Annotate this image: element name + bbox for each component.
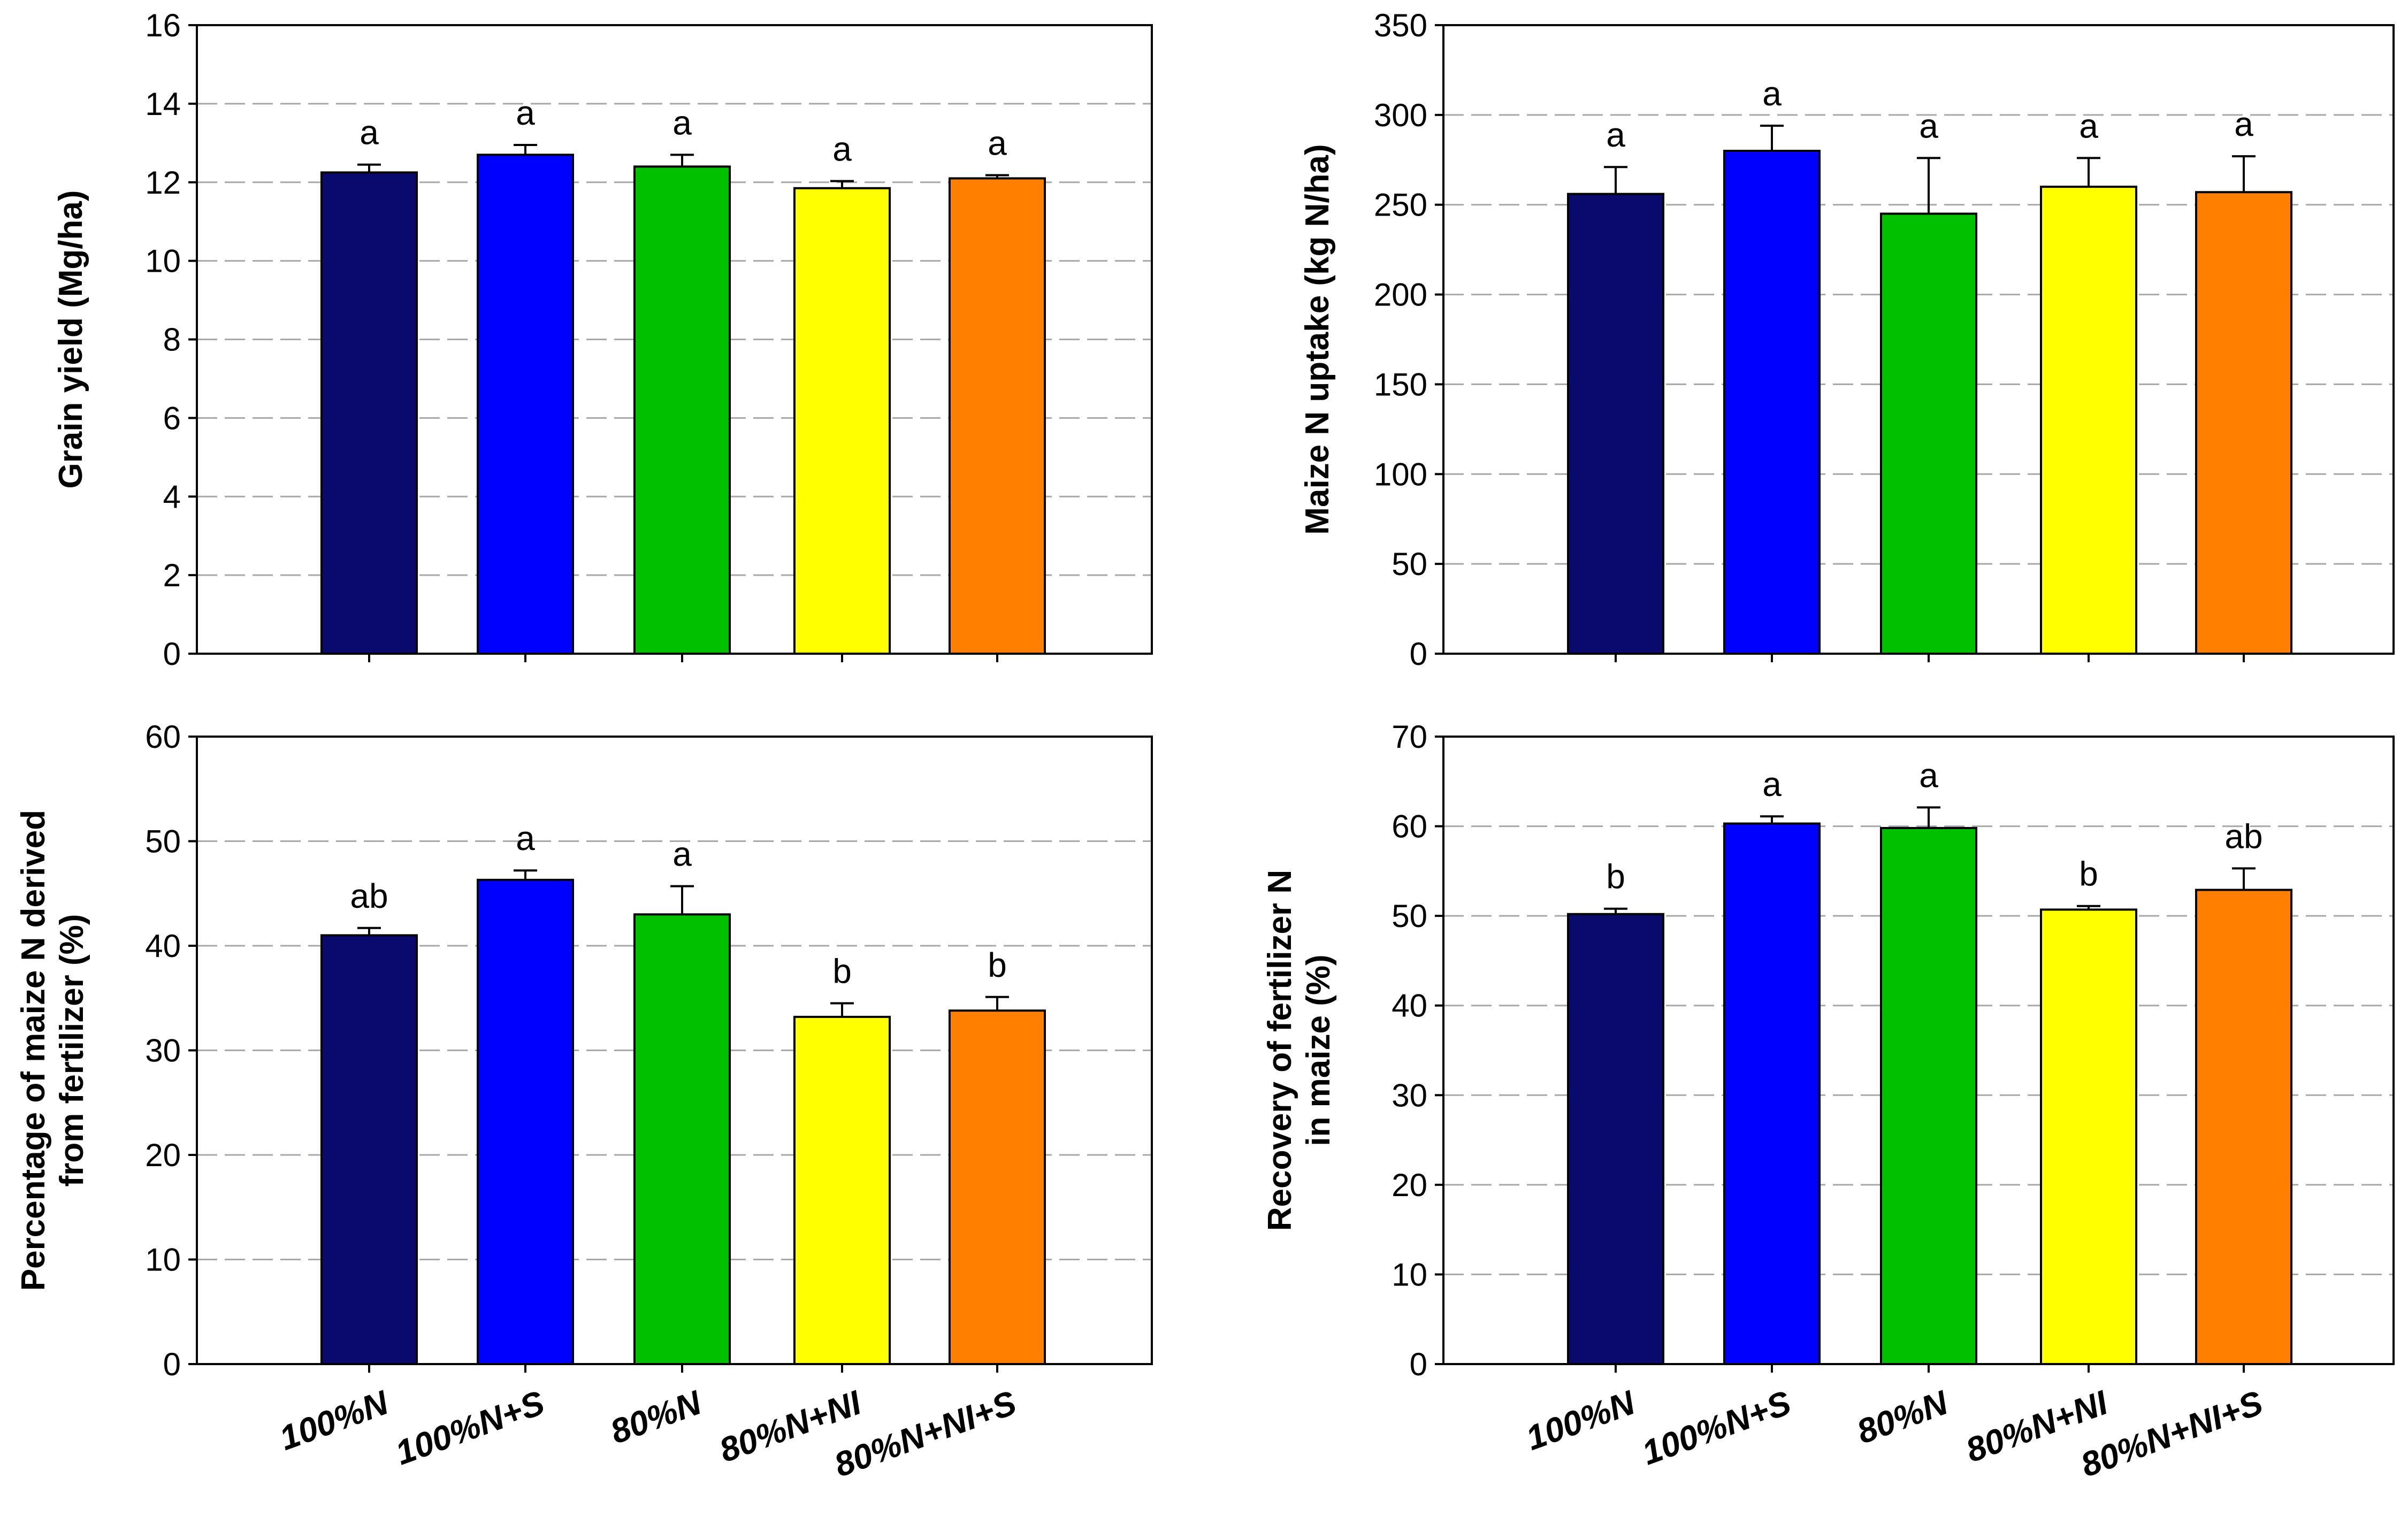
bar-100%N+S (1723, 822, 1821, 1365)
y-tick-label: 20 (145, 1137, 181, 1173)
significance-letter: a (360, 113, 379, 152)
bar-80%N+NI+S (2195, 191, 2292, 655)
significance-letter: a (988, 124, 1007, 163)
y-tick-label: 100 (1374, 456, 1427, 492)
significance-letter: a (672, 103, 692, 142)
y-tick-label: 200 (1374, 277, 1427, 313)
bar-80%N (1880, 212, 1977, 655)
plot-frame (196, 24, 1153, 655)
y-tick-label: 60 (145, 719, 181, 755)
significance-letter: ab (2224, 817, 2262, 855)
bar-80%N+NI (793, 1015, 891, 1365)
y-tick-label: 60 (1392, 809, 1427, 845)
y-tick-label: 40 (145, 928, 181, 964)
y-tick-label: 0 (163, 1346, 181, 1382)
bar-80%N+NI+S (949, 1009, 1046, 1365)
y-tick-label: 14 (145, 86, 181, 122)
y-axis-label: Grain yield (Mg/ha) (52, 190, 89, 488)
plot-frame (1442, 24, 2395, 655)
significance-letter: a (516, 94, 535, 132)
significance-letter: a (672, 835, 692, 874)
y-tick-label: 40 (1392, 988, 1427, 1024)
y-tick-label: 10 (145, 1242, 181, 1278)
y-tick-label: 10 (1392, 1257, 1427, 1292)
significance-letter: a (1606, 116, 1625, 154)
y-tick-label: 50 (1392, 898, 1427, 934)
y-tick-label: 50 (1392, 546, 1427, 582)
category-label: 100%N+S (1637, 1383, 1796, 1472)
y-tick-label: 2 (163, 557, 181, 593)
y-tick-label: 300 (1374, 97, 1427, 133)
y-tick-label: 0 (1410, 1346, 1427, 1382)
y-tick-label: 150 (1374, 366, 1427, 402)
plot-frame (1442, 736, 2395, 1365)
y-tick-label: 12 (145, 165, 181, 201)
significance-letter: a (1762, 765, 1782, 803)
y-tick-label: 30 (145, 1033, 181, 1069)
y-axis-label: Percentage of maize N derived (15, 810, 52, 1291)
bar-80%N+NI+S (949, 177, 1046, 655)
significance-letter: b (832, 952, 852, 991)
bar-80%N+NI (2040, 186, 2137, 655)
bar-80%N+NI (2040, 908, 2137, 1365)
significance-letter: a (2234, 105, 2253, 143)
significance-letter: a (832, 130, 852, 169)
category-label: 100%N (274, 1383, 394, 1458)
chart-panel-bottom-right: b100%Na100%N+Sa80%Nb80%N+NIab80%N+NI+S01… (1262, 719, 2395, 1484)
category-label: 100%N+S (391, 1383, 549, 1472)
y-tick-label: 4 (163, 479, 181, 515)
bar-80%N+NI+S (2195, 889, 2292, 1365)
bar-80%N+NI (793, 187, 891, 655)
y-axis-label: from fertilizer (%) (53, 914, 90, 1187)
chart-panel-bottom-left: ab100%Na100%N+Sa80%Nb80%N+NIb80%N+NI+S01… (15, 719, 1153, 1484)
bar-80%N (633, 913, 731, 1365)
significance-letter: b (1606, 857, 1625, 896)
y-tick-label: 16 (145, 7, 181, 43)
significance-letter: ab (350, 877, 388, 915)
bar-100%N (320, 171, 418, 655)
y-axis-label: in maize (%) (1300, 954, 1337, 1146)
y-axis-label: Maize N uptake (kg N/ha) (1299, 144, 1336, 534)
significance-letter: a (1919, 106, 1938, 145)
y-tick-label: 0 (163, 636, 181, 672)
chart-panel-top-right: a a a a a 0 50 100 150 200 250 300 350 Maize N uptake… (1299, 7, 2395, 672)
bar-80%N (633, 165, 731, 655)
y-tick-label: 6 (163, 400, 181, 436)
bar-100%N+S (477, 154, 574, 655)
y-tick-label: 50 (145, 824, 181, 860)
bar-100%N (1567, 913, 1664, 1365)
y-tick-label: 10 (145, 243, 181, 279)
category-label: 80%N (605, 1383, 707, 1451)
category-label: 80%N (1852, 1383, 1953, 1451)
plot-frame (196, 736, 1153, 1365)
bar-100%N+S (477, 878, 574, 1365)
significance-letter: b (2079, 855, 2098, 893)
y-tick-label: 70 (1392, 719, 1427, 755)
significance-letter: b (988, 946, 1007, 984)
bar-100%N+S (1723, 150, 1821, 655)
y-tick-label: 250 (1374, 187, 1427, 223)
significance-letter: a (516, 819, 535, 857)
y-tick-label: 30 (1392, 1077, 1427, 1113)
y-tick-label: 8 (163, 322, 181, 358)
y-axis-label: Recovery of fertilizer N (1262, 870, 1298, 1231)
y-tick-label: 0 (1410, 636, 1427, 672)
y-tick-label: 20 (1392, 1167, 1427, 1203)
bar-100%N (1567, 193, 1664, 655)
bar-80%N (1880, 826, 1977, 1365)
significance-letter: a (1919, 756, 1938, 794)
significance-letter: a (1762, 74, 1782, 113)
chart-panel-top-left: a a a a a 0 2 4 6 8 10 12 14 16 Grain yield (Mg/ha) (52, 7, 1153, 672)
category-label: 100%N (1521, 1383, 1641, 1458)
bar-100%N (320, 934, 418, 1365)
y-tick-label: 350 (1374, 7, 1427, 43)
significance-letter: a (2079, 106, 2098, 145)
